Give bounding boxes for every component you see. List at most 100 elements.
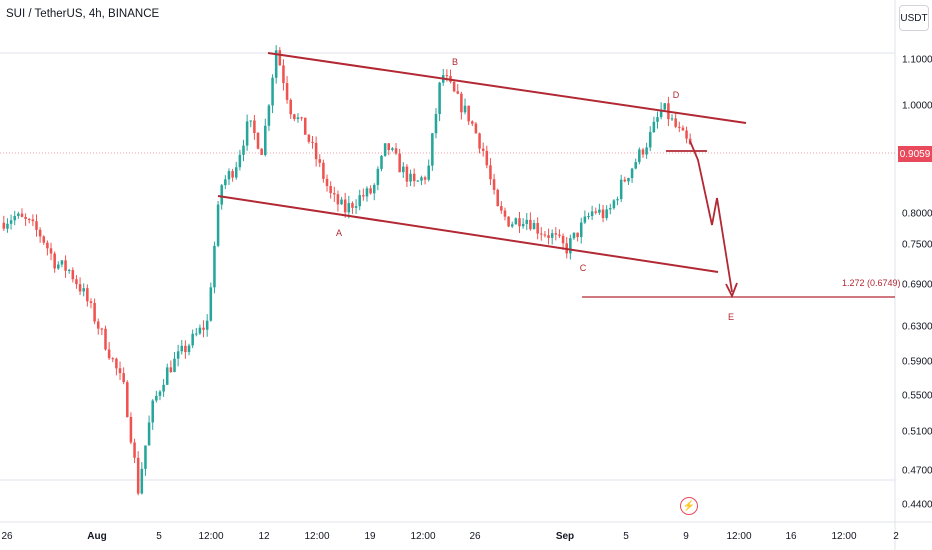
candle-body — [82, 288, 85, 292]
candle-body — [532, 223, 536, 230]
candle-body — [547, 235, 550, 238]
candle-body — [576, 232, 579, 238]
candle-body — [300, 117, 303, 119]
candle-body — [180, 345, 184, 352]
channel-lower-line[interactable] — [217, 195, 719, 273]
candle-body — [89, 301, 93, 303]
candle-body — [6, 223, 9, 229]
candle-body — [322, 162, 325, 179]
candle-body — [78, 284, 82, 292]
candle-body — [67, 270, 71, 272]
candle-body — [489, 165, 492, 180]
candle-body — [659, 109, 663, 118]
candle-body — [46, 242, 49, 249]
candle-body — [619, 179, 623, 200]
candle-body — [481, 148, 485, 151]
candle-body — [474, 123, 478, 134]
candle-body — [612, 200, 616, 209]
channel-upper-line[interactable] — [267, 52, 747, 124]
y-tick: 0.4700 — [902, 465, 932, 477]
candle-body — [590, 211, 594, 217]
candle-body — [151, 400, 154, 423]
candle-body — [623, 179, 627, 182]
wave-label-a: A — [335, 228, 343, 238]
candle-body — [133, 442, 136, 458]
candle-body — [343, 199, 347, 213]
candle-body — [234, 167, 238, 178]
candle-body — [293, 114, 296, 120]
candle-body — [398, 153, 401, 173]
candle-body — [514, 218, 518, 225]
candle-body — [638, 149, 641, 163]
candle-body — [282, 65, 285, 84]
candle-body — [456, 91, 460, 94]
candle-body — [278, 50, 282, 66]
currency-badge[interactable]: USDT — [899, 5, 929, 31]
candle-body — [510, 224, 514, 227]
current-price-label: 0.9059 — [898, 146, 932, 162]
candle-body — [267, 105, 271, 126]
candle-body — [648, 132, 652, 148]
candle-body — [420, 177, 423, 181]
candle-body — [271, 77, 274, 106]
candle-body — [64, 260, 67, 271]
candle-body — [445, 75, 449, 77]
candle-body — [191, 333, 194, 346]
candle-body — [438, 82, 441, 115]
candle-body — [111, 358, 115, 360]
candle-body — [60, 260, 64, 265]
candle-body — [264, 125, 267, 155]
candle-body — [231, 171, 234, 178]
candle-body — [195, 333, 198, 335]
candle-body — [376, 168, 380, 185]
candle-body — [594, 211, 598, 213]
y-tick: 0.6300 — [902, 321, 932, 333]
candle-body — [253, 120, 256, 133]
candle-body — [561, 235, 565, 244]
candle-body — [601, 209, 605, 219]
candle-body — [605, 209, 608, 219]
candle-body — [57, 264, 60, 269]
x-tick: 12:00 — [410, 531, 436, 542]
candle-body — [627, 178, 630, 182]
candle-body — [242, 145, 245, 155]
candle-body — [616, 199, 619, 201]
projection-path[interactable] — [689, 140, 733, 293]
candle-body — [311, 141, 314, 143]
candle-body — [318, 159, 322, 163]
candle-body — [140, 468, 144, 494]
y-tick: 0.6900 — [902, 279, 932, 291]
candle-body — [325, 178, 329, 187]
candle-body — [158, 391, 162, 396]
candle-body — [656, 117, 659, 122]
candle-body — [685, 130, 688, 139]
candle-body — [431, 133, 434, 166]
candle-body — [285, 83, 289, 100]
y-tick: 1.1000 — [902, 54, 932, 66]
candle-body — [249, 120, 253, 122]
x-tick: Aug — [87, 531, 107, 542]
candle-body — [227, 171, 231, 180]
candle-body — [372, 184, 376, 194]
candle-body — [460, 93, 463, 113]
candle-body — [126, 382, 129, 418]
x-tick: 5 — [156, 531, 162, 542]
candle-body — [144, 445, 147, 469]
wave-label-b: B — [451, 57, 459, 67]
wave-label-d: D — [672, 90, 680, 100]
y-tick: 0.7500 — [902, 239, 932, 251]
wave-label-c: C — [579, 263, 587, 273]
flash-icon[interactable]: ⚡ — [680, 497, 698, 515]
x-tick: 19 — [364, 531, 376, 542]
candle-body — [49, 248, 53, 254]
candle-body — [2, 222, 6, 229]
candle-body — [645, 147, 648, 155]
candle-body — [641, 149, 645, 155]
candle-body — [333, 193, 336, 195]
candle-body — [678, 126, 681, 128]
candle-body — [543, 234, 547, 236]
x-tick: 2 — [893, 531, 899, 542]
wave-label-e: E — [727, 312, 735, 322]
